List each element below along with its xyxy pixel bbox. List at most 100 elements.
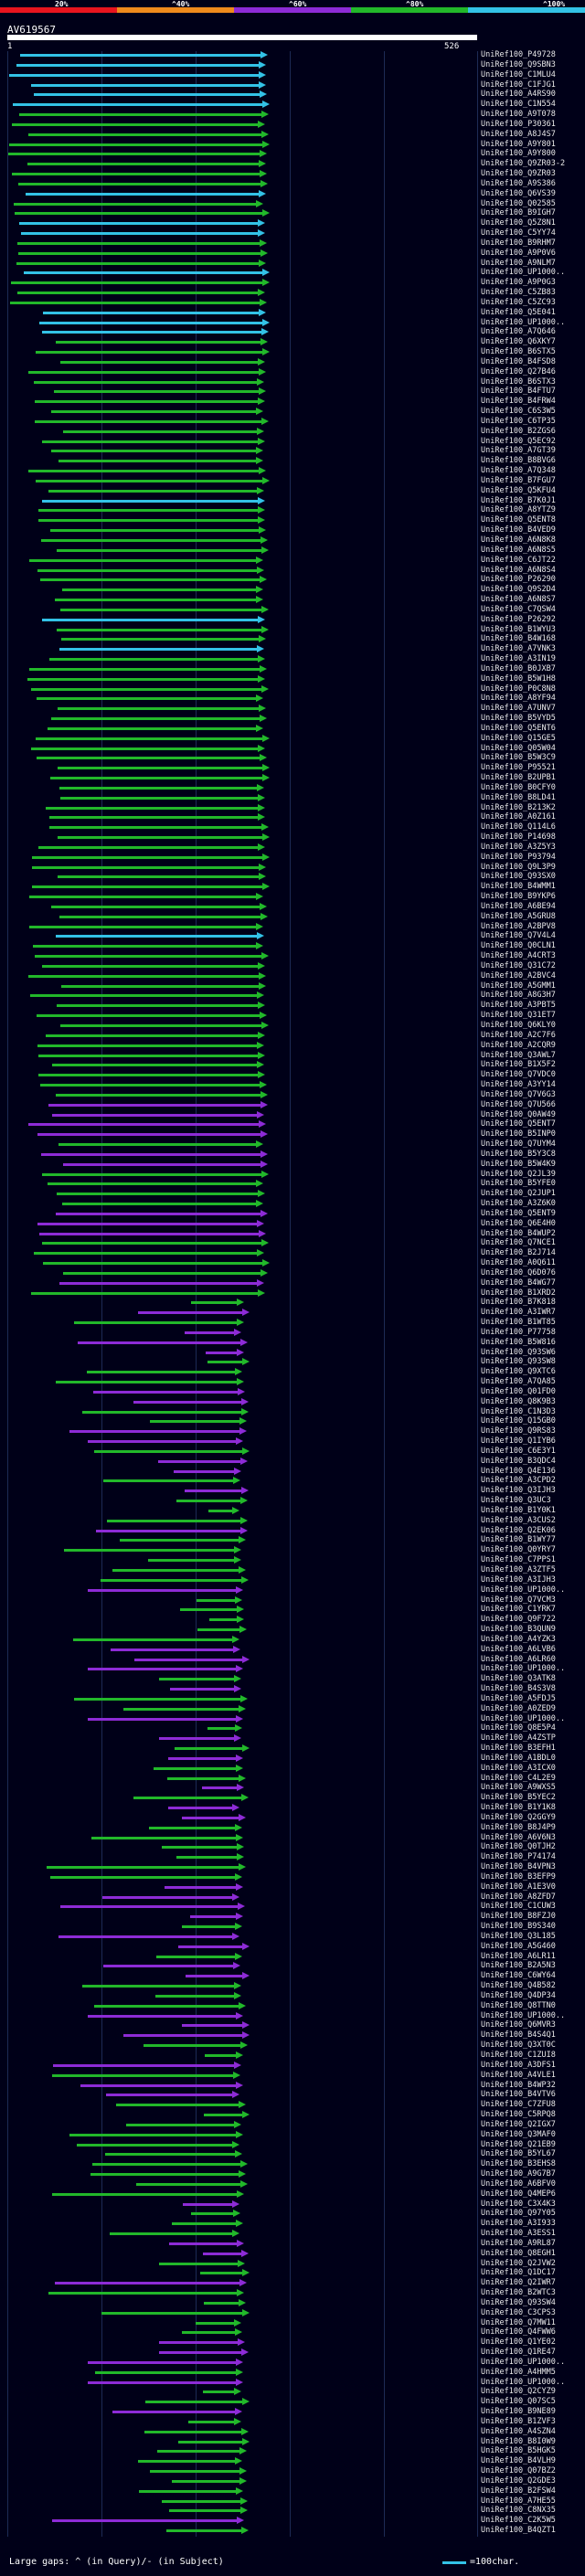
hit-id-label[interactable]: UniRef100_Q114L6 bbox=[481, 822, 556, 832]
hit-row[interactable]: UniRef100_Q8TTN0 bbox=[0, 2001, 585, 2010]
hit-row[interactable]: UniRef100_C1MLU4 bbox=[0, 70, 585, 80]
hit-id-label[interactable]: UniRef100_Q9XTC6 bbox=[481, 1367, 556, 1377]
hit-row[interactable]: UniRef100_Q7V4L4 bbox=[0, 931, 585, 941]
hit-row[interactable]: UniRef100_Q2IWR7 bbox=[0, 2278, 585, 2288]
hit-row[interactable]: UniRef100_B7FGU7 bbox=[0, 475, 585, 485]
hit-id-label[interactable]: UniRef100_P26292 bbox=[481, 614, 556, 624]
hit-id-label[interactable]: UniRef100_B5YL67 bbox=[481, 2149, 556, 2159]
hit-row[interactable]: UniRef100_Q1IYB6 bbox=[0, 1436, 585, 1446]
hit-id-label[interactable]: UniRef100_B8BVG6 bbox=[481, 456, 556, 466]
hit-id-label[interactable]: UniRef100_B3QUN9 bbox=[481, 1625, 556, 1635]
hit-row[interactable]: UniRef100_Q93SW8 bbox=[0, 1357, 585, 1366]
hit-id-label[interactable]: UniRef100_B5INP0 bbox=[481, 1129, 556, 1140]
hit-id-label[interactable]: UniRef100_B5W816 bbox=[481, 1337, 556, 1347]
hit-id-label[interactable]: UniRef100_A0ZED9 bbox=[481, 1703, 556, 1713]
hit-row[interactable]: UniRef100_Q3XT0C bbox=[0, 2041, 585, 2050]
hit-row[interactable]: UniRef100_A4HMM5 bbox=[0, 2368, 585, 2377]
hit-row[interactable]: UniRef100_C8NX35 bbox=[0, 2506, 585, 2516]
hit-id-label[interactable]: UniRef100_C1N554 bbox=[481, 100, 556, 110]
hit-id-label[interactable]: UniRef100_B5VYD5 bbox=[481, 714, 556, 724]
hit-row[interactable]: UniRef100_C1CUW3 bbox=[0, 1902, 585, 1911]
hit-row[interactable]: UniRef100_A9Y800 bbox=[0, 149, 585, 159]
hit-row[interactable]: UniRef100_A7Q646 bbox=[0, 327, 585, 336]
hit-row[interactable]: UniRef100_P14698 bbox=[0, 832, 585, 842]
hit-id-label[interactable]: UniRef100_C1ZUI8 bbox=[481, 2051, 556, 2060]
hit-id-label[interactable]: UniRef100_A0Z161 bbox=[481, 812, 556, 822]
hit-id-label[interactable]: UniRef100_Q2IWR7 bbox=[481, 2278, 556, 2288]
hit-id-label[interactable]: UniRef100_A3PBT5 bbox=[481, 1001, 556, 1011]
hit-row[interactable]: UniRef100_A2C7F6 bbox=[0, 1030, 585, 1040]
hit-id-label[interactable]: UniRef100_B5YFE0 bbox=[481, 1179, 556, 1189]
hit-id-label[interactable]: UniRef100_B5HGK5 bbox=[481, 2446, 556, 2456]
hit-row[interactable]: UniRef100_B2WTC3 bbox=[0, 2288, 585, 2298]
hit-row[interactable]: UniRef100_A9G7B7 bbox=[0, 2169, 585, 2178]
hit-row[interactable]: UniRef100_Q27B46 bbox=[0, 367, 585, 376]
hit-id-label[interactable]: UniRef100_B213K2 bbox=[481, 802, 556, 812]
hit-id-label[interactable]: UniRef100_Q31ET7 bbox=[481, 1011, 556, 1021]
hit-row[interactable]: UniRef100_B8BVG6 bbox=[0, 456, 585, 466]
hit-row[interactable]: UniRef100_C6TP35 bbox=[0, 417, 585, 426]
hit-id-label[interactable]: UniRef100_Q4DP34 bbox=[481, 1990, 556, 2000]
hit-id-label[interactable]: UniRef100_A5FDJ5 bbox=[481, 1693, 556, 1703]
hit-row[interactable]: UniRef100_Q5ENT9 bbox=[0, 1208, 585, 1218]
hit-id-label[interactable]: UniRef100_B4W168 bbox=[481, 634, 556, 644]
hit-row[interactable]: UniRef100_Q8EGH1 bbox=[0, 2249, 585, 2258]
hit-row[interactable]: UniRef100_B4QZT1 bbox=[0, 2526, 585, 2535]
hit-id-label[interactable]: UniRef100_B1WYU3 bbox=[481, 624, 556, 634]
hit-row[interactable]: UniRef100_Q5Z8N1 bbox=[0, 218, 585, 228]
hit-row[interactable]: UniRef100_B7K818 bbox=[0, 1298, 585, 1307]
hit-row[interactable]: UniRef100_B4S4Q1 bbox=[0, 2030, 585, 2040]
hit-row[interactable]: UniRef100_A9NLM7 bbox=[0, 259, 585, 268]
hit-row[interactable]: UniRef100_A3CPD2 bbox=[0, 1476, 585, 1485]
hit-id-label[interactable]: UniRef100_A2C7F6 bbox=[481, 1030, 556, 1040]
hit-row[interactable]: UniRef100_Q93SW6 bbox=[0, 1348, 585, 1357]
hit-id-label[interactable]: UniRef100_P26290 bbox=[481, 575, 556, 585]
hit-id-label[interactable]: UniRef100_B7FGU7 bbox=[481, 475, 556, 485]
hit-id-label[interactable]: UniRef100_Q8E5P4 bbox=[481, 1723, 556, 1733]
hit-row[interactable]: UniRef100_Q3MAF0 bbox=[0, 2129, 585, 2139]
hit-row[interactable]: UniRef100_B9RHM7 bbox=[0, 239, 585, 248]
hit-id-label[interactable]: UniRef100_A3I933 bbox=[481, 2219, 556, 2229]
hit-id-label[interactable]: UniRef100_C1YRK7 bbox=[481, 1605, 556, 1615]
hit-row[interactable]: UniRef100_B5HGK5 bbox=[0, 2446, 585, 2456]
hit-id-label[interactable]: UniRef100_Q4B582 bbox=[481, 1981, 556, 1991]
hit-row[interactable]: UniRef100_B5VYD5 bbox=[0, 714, 585, 724]
hit-id-label[interactable]: UniRef100_B2WTC3 bbox=[481, 2288, 556, 2298]
hit-id-label[interactable]: UniRef100_Q7V4L4 bbox=[481, 931, 556, 941]
hit-row[interactable]: UniRef100_Q3AWL7 bbox=[0, 1051, 585, 1060]
hit-id-label[interactable]: UniRef100_Q9L3P9 bbox=[481, 862, 556, 872]
hit-row[interactable]: UniRef100_A9T078 bbox=[0, 110, 585, 119]
hit-row[interactable]: UniRef100_Q8K9B3 bbox=[0, 1397, 585, 1406]
hit-row[interactable]: UniRef100_C6E3Y1 bbox=[0, 1447, 585, 1456]
hit-row[interactable]: UniRef100_B1Y0K1 bbox=[0, 1506, 585, 1515]
hit-id-label[interactable]: UniRef100_C5ZB83 bbox=[481, 288, 556, 298]
hit-id-label[interactable]: UniRef100_P30361 bbox=[481, 119, 556, 129]
hit-row[interactable]: UniRef100_Q7MW11 bbox=[0, 2318, 585, 2327]
hit-row[interactable]: UniRef100_Q8E5P4 bbox=[0, 1723, 585, 1733]
hit-row[interactable]: UniRef100_B6STX3 bbox=[0, 377, 585, 387]
hit-id-label[interactable]: UniRef100_B8J4P9 bbox=[481, 1822, 556, 1832]
hit-id-label[interactable]: UniRef100_Q6XKY7 bbox=[481, 337, 556, 347]
hit-id-label[interactable]: UniRef100_C8NX35 bbox=[481, 2506, 556, 2516]
hit-row[interactable]: UniRef100_B9NE89 bbox=[0, 2407, 585, 2416]
hit-id-label[interactable]: UniRef100_Q15GB0 bbox=[481, 1416, 556, 1426]
hit-id-label[interactable]: UniRef100_Q5ENT9 bbox=[481, 1208, 556, 1218]
hit-id-label[interactable]: UniRef100_A9Y800 bbox=[481, 149, 556, 159]
hit-id-label[interactable]: UniRef100_A7QA85 bbox=[481, 1377, 556, 1387]
hit-id-label[interactable]: UniRef100_UP1000.. bbox=[481, 1713, 566, 1723]
hit-row[interactable]: UniRef100_B0JXB7 bbox=[0, 664, 585, 673]
hit-row[interactable]: UniRef100_UP1000.. bbox=[0, 1713, 585, 1723]
hit-row[interactable]: UniRef100_A6N8S7 bbox=[0, 595, 585, 604]
hit-id-label[interactable]: UniRef100_A8ZFD7 bbox=[481, 1892, 556, 1902]
hit-id-label[interactable]: UniRef100_Q3MAF0 bbox=[481, 2129, 556, 2139]
hit-id-label[interactable]: UniRef100_A3IWR7 bbox=[481, 1308, 556, 1318]
hit-row[interactable]: UniRef100_B2FSW4 bbox=[0, 2486, 585, 2496]
hit-row[interactable]: UniRef100_Q07BZ2 bbox=[0, 2466, 585, 2475]
hit-row[interactable]: UniRef100_A9S386 bbox=[0, 179, 585, 188]
hit-id-label[interactable]: UniRef100_Q2JVW2 bbox=[481, 2258, 556, 2268]
hit-row[interactable]: UniRef100_UP1000.. bbox=[0, 1585, 585, 1595]
hit-id-label[interactable]: UniRef100_B4WP32 bbox=[481, 2080, 556, 2090]
hit-row[interactable]: UniRef100_A4YZK3 bbox=[0, 1635, 585, 1644]
hit-id-label[interactable]: UniRef100_A3ZTF5 bbox=[481, 1565, 556, 1574]
hit-row[interactable]: UniRef100_Q3IJH3 bbox=[0, 1486, 585, 1495]
